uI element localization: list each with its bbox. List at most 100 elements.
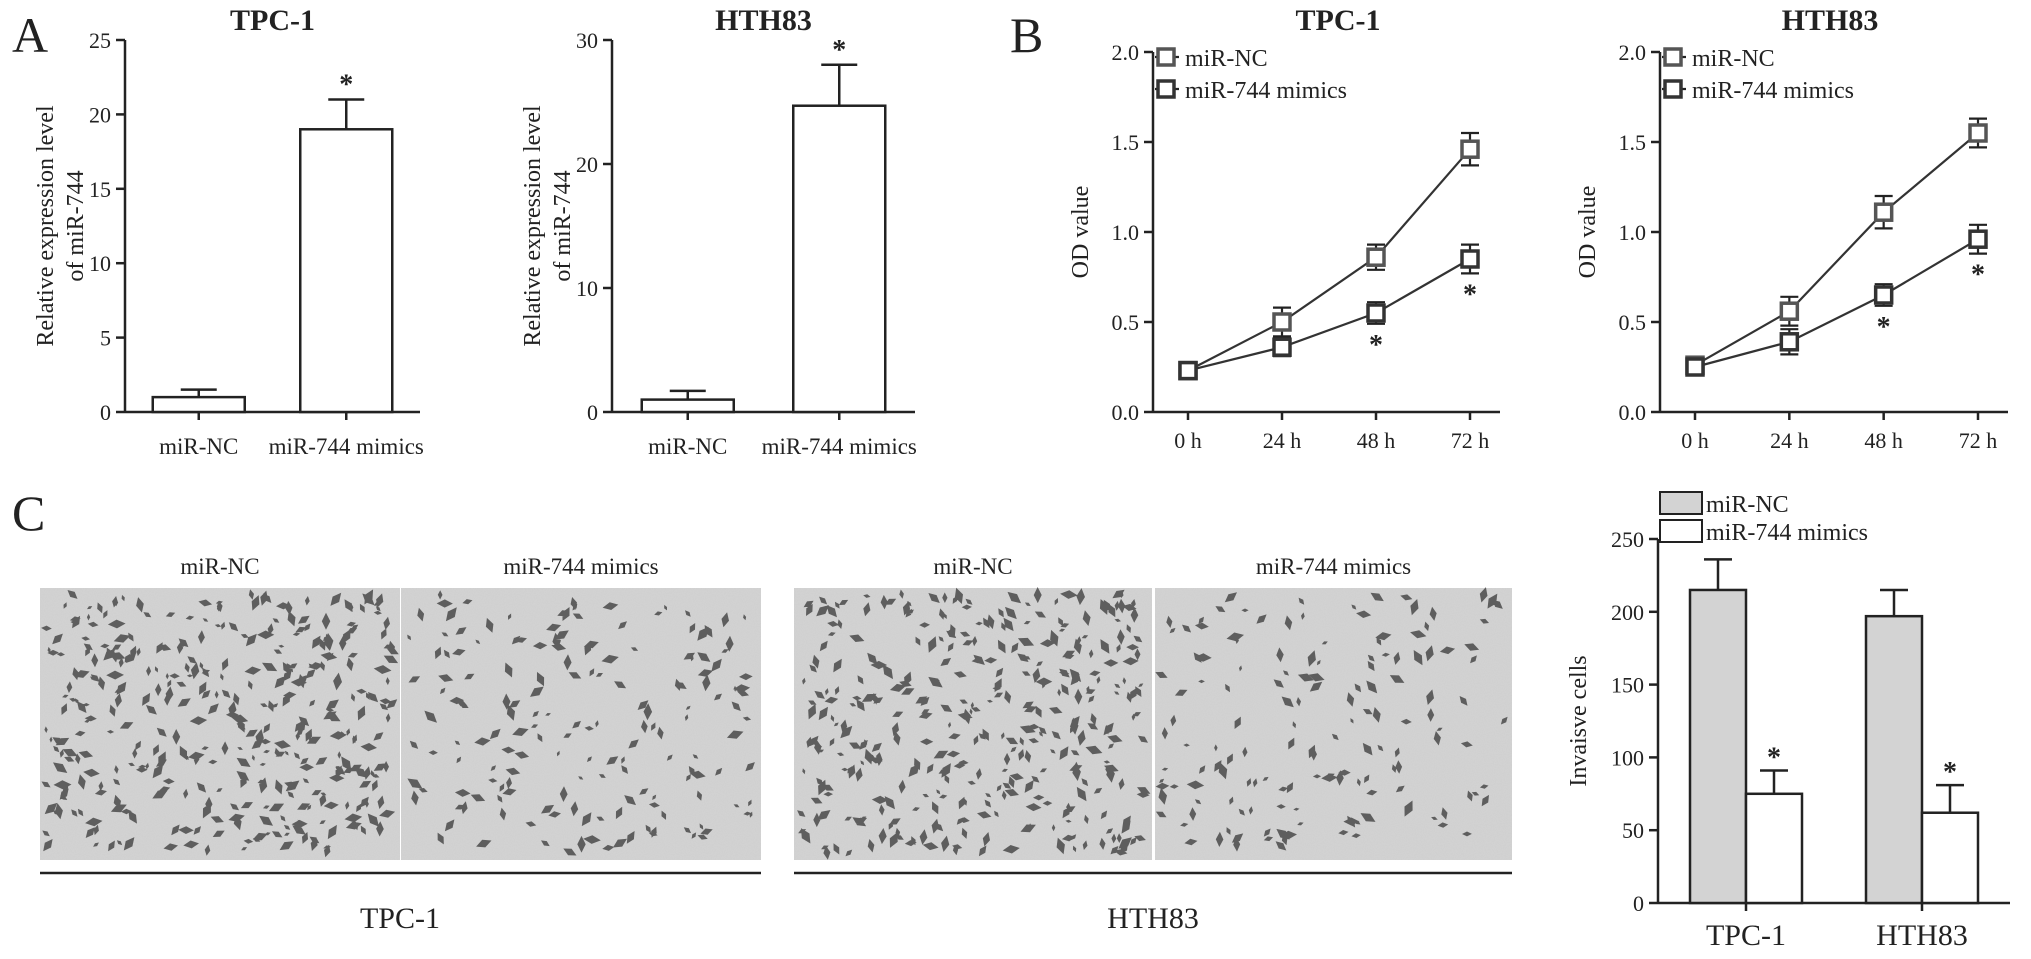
micrograph-panel: miR-NC miR-744 mimics miR-NC miR-744 mimics… [40,554,1512,935]
x-tick-label: 72 h [1959,428,1998,453]
data-point [1460,249,1480,269]
bar [1744,792,1804,905]
y-tick-label: 0.0 [1619,400,1647,425]
legend-label: miR-NC [1706,492,1789,518]
y-tick-label: 10 [576,276,598,301]
x-tick-label: 72 h [1451,428,1490,453]
bar [1864,614,1924,905]
y-tick-label: 5 [100,326,111,351]
micrograph-label: miR-744 mimics [1256,554,1411,579]
y-axis-label-line: Relative expression level [520,105,546,347]
data-point [1366,247,1386,267]
panel-letter-a: A [12,7,48,63]
y-tick-label: 1.5 [1112,130,1140,155]
x-category-label: miR-744 mimics [269,434,424,459]
data-point [1873,285,1894,305]
y-tick-label: 1.5 [1619,130,1647,155]
micrograph-label: miR-NC [180,554,259,579]
stained-cells [41,589,399,858]
data-point [1272,312,1292,332]
bar [151,395,246,414]
significance-marker: * [1877,312,1891,343]
x-tick-label: 48 h [1864,428,1903,453]
group-label: HTH83 [1107,902,1199,935]
y-tick-label: 50 [1622,818,1644,843]
data-point [1968,229,1988,249]
data-point [1968,123,1988,143]
micrograph-label: miR-744 mimics [503,554,658,579]
y-tick-label: 20 [89,102,111,127]
y-axis-label: OD value [1068,186,1094,279]
bar [299,128,394,414]
chart-title: HTH83 [1782,4,1879,37]
chart-title: TPC-1 [1296,4,1381,37]
y-tick-label: 1.0 [1112,220,1140,245]
x-category-label: HTH83 [1876,919,1968,952]
x-tick-label: 24 h [1770,428,1809,453]
y-tick-label: 15 [89,177,111,202]
y-axis-label: Invaisve cells [1566,655,1592,786]
data-point [1178,360,1198,381]
x-category-label: miR-NC [159,434,238,459]
significance-marker: * [1971,260,1985,291]
legend-swatch [1659,519,1703,543]
significance-marker: * [339,70,353,101]
x-category-label: TPC-1 [1706,919,1786,952]
y-tick-label: 0 [100,400,111,425]
bar [1920,811,1980,905]
chart-c-invasion: 0 50 100 150 200 250 Invaisve cells * TPC-1 * HTH8… [1566,491,2010,952]
legend-label: miR-NC [1692,46,1775,72]
x-tick-label: 0 h [1174,428,1202,453]
significance-marker: * [1463,279,1477,310]
y-tick-label: 150 [1611,673,1644,698]
x-category-label: miR-744 mimics [762,434,917,459]
chart-b-tpc1: 0.0 0.5 1.0 1.5 2.0 TPC-1 OD value 0 h 24 h 48 h 7… [1068,4,1500,453]
panel-letter-c: C [12,485,45,541]
y-tick-label: 200 [1611,600,1644,625]
bar [792,104,887,414]
y-tick-label: 0.5 [1112,310,1140,335]
significance-marker: * [1943,757,1957,788]
y-tick-label: 25 [89,28,111,53]
y-tick-label: 0 [587,400,598,425]
data-point [1272,337,1292,357]
bar [640,398,735,414]
significance-marker: * [1369,330,1383,361]
series-line [1187,148,1471,372]
significance-marker: * [832,35,846,66]
y-tick-label: 0.5 [1619,310,1647,335]
chart-a-tpc1: 0 5 10 15 20 25 TPC-1 Relative expression level… [33,4,424,459]
y-axis-label-line: Relative expression level [33,105,59,347]
legend-marker [1156,79,1176,99]
data-point [1779,332,1800,352]
chart-a-hth83: 0 10 20 30 HTH83 Relative expression level of … [520,4,917,459]
significance-marker: * [1767,743,1781,774]
series-line [1694,132,1979,367]
series-line [1187,258,1471,372]
legend-label: miR-744 mimics [1185,78,1347,104]
y-tick-label: 100 [1611,745,1644,770]
chart-title: TPC-1 [230,4,315,37]
y-axis-label: OD value [1575,186,1601,279]
data-point [1460,139,1480,159]
data-point [1873,202,1894,222]
legend-label: miR-744 mimics [1706,520,1868,546]
legend-marker [1663,79,1683,99]
legend-swatch [1659,491,1703,515]
bar [1688,588,1748,905]
chart-title: HTH83 [715,4,812,37]
y-axis-label-line: of miR-744 [63,170,89,281]
data-point [1685,357,1705,377]
y-tick-label: 0 [1633,891,1644,916]
panel-letter-b: B [1010,7,1043,63]
y-axis-label-line: of miR-744 [550,170,576,281]
y-tick-label: 10 [89,251,111,276]
y-axis-label: Relative expression level of miR-744 [33,105,89,347]
group-label: TPC-1 [360,902,440,935]
micrograph-texture [40,588,400,860]
y-tick-label: 2.0 [1112,40,1140,65]
legend-label: miR-744 mimics [1692,78,1854,104]
stained-cells [797,587,1151,860]
y-tick-label: 30 [576,28,598,53]
